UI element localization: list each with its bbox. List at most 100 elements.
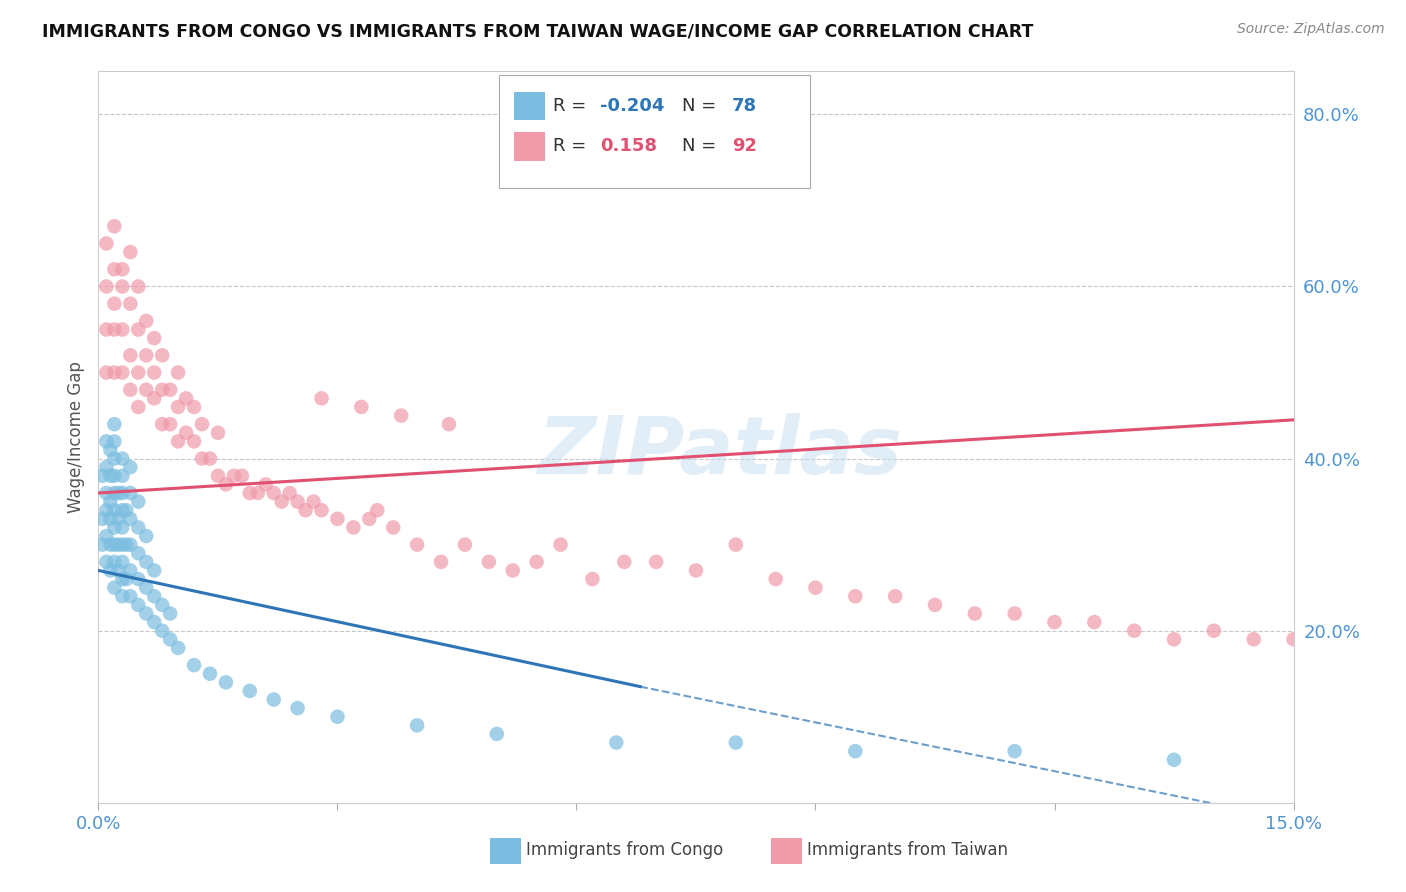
Point (111, 503, 134, 517)
Point (437, 417, 460, 432)
Point (150, 348, 173, 362)
Point (406, 718, 429, 732)
Point (127, 546, 149, 560)
Point (1163, 632, 1185, 647)
Point (159, 383, 181, 397)
Point (502, 564, 524, 578)
Point (311, 503, 333, 517)
Point (111, 486, 134, 500)
Text: -0.204: -0.204 (600, 96, 665, 115)
Point (159, 607, 181, 621)
Point (884, 589, 907, 603)
Point (366, 503, 388, 517)
Point (278, 486, 301, 500)
Point (150, 624, 173, 638)
Point (98, 468, 122, 483)
Point (174, 425, 197, 440)
Point (963, 607, 986, 621)
Point (326, 710, 349, 724)
Point (127, 572, 149, 586)
Point (685, 564, 707, 578)
Point (207, 425, 229, 440)
Point (111, 555, 134, 569)
Point (294, 503, 316, 517)
Point (107, 512, 129, 526)
Point (150, 598, 173, 612)
Point (485, 727, 508, 741)
Text: Immigrants from Taiwan: Immigrants from Taiwan (807, 841, 1008, 859)
Point (222, 468, 245, 483)
Point (111, 538, 134, 552)
Point (263, 692, 285, 706)
Point (326, 512, 349, 526)
Point (96, 322, 118, 336)
Point (96, 236, 118, 251)
Point (207, 468, 229, 483)
Point (135, 383, 157, 397)
Point (287, 494, 309, 508)
Point (107, 538, 129, 552)
Text: Immigrants from Congo: Immigrants from Congo (526, 841, 724, 859)
Point (111, 589, 134, 603)
Text: ZIPatlas: ZIPatlas (537, 413, 903, 491)
Point (91, 538, 114, 552)
Point (143, 366, 166, 380)
Point (127, 279, 149, 293)
Point (150, 383, 173, 397)
Point (111, 366, 134, 380)
Point (167, 434, 190, 449)
Point (103, 262, 125, 277)
Point (120, 538, 142, 552)
Text: N =: N = (682, 96, 716, 115)
FancyBboxPatch shape (491, 838, 522, 864)
Point (115, 538, 138, 552)
Point (135, 607, 157, 621)
Point (111, 468, 134, 483)
Point (127, 494, 149, 508)
Point (120, 348, 142, 362)
Point (111, 451, 134, 466)
Point (167, 366, 190, 380)
Point (120, 512, 142, 526)
Point (120, 589, 142, 603)
Point (103, 520, 125, 534)
Text: 0.158: 0.158 (600, 137, 658, 155)
FancyBboxPatch shape (515, 92, 546, 120)
Point (287, 701, 309, 715)
Point (103, 581, 125, 595)
Text: Source: ZipAtlas.com: Source: ZipAtlas.com (1237, 22, 1385, 37)
Point (1243, 632, 1265, 647)
Point (183, 434, 205, 449)
Point (183, 658, 205, 673)
Point (96, 434, 118, 449)
Point (98, 494, 122, 508)
Point (159, 417, 181, 432)
Point (844, 589, 866, 603)
Point (198, 666, 221, 681)
Point (143, 564, 166, 578)
FancyBboxPatch shape (772, 838, 803, 864)
Point (239, 684, 262, 698)
Point (96, 529, 118, 543)
Point (103, 451, 125, 466)
Point (111, 572, 134, 586)
Point (103, 468, 125, 483)
Point (111, 322, 134, 336)
Point (103, 555, 125, 569)
Point (135, 529, 157, 543)
Point (103, 296, 125, 310)
Point (924, 598, 946, 612)
Point (98, 564, 122, 578)
Point (605, 735, 627, 749)
Point (191, 417, 214, 432)
Point (382, 520, 405, 534)
Point (135, 348, 157, 362)
Point (115, 503, 138, 517)
Text: N =: N = (682, 137, 716, 155)
Point (103, 322, 125, 336)
Point (183, 400, 205, 414)
Text: IMMIGRANTS FROM CONGO VS IMMIGRANTS FROM TAIWAN WAGE/INCOME GAP CORRELATION CHAR: IMMIGRANTS FROM CONGO VS IMMIGRANTS FROM… (42, 22, 1033, 40)
Point (1004, 744, 1026, 758)
Point (107, 486, 129, 500)
Point (98, 442, 122, 457)
